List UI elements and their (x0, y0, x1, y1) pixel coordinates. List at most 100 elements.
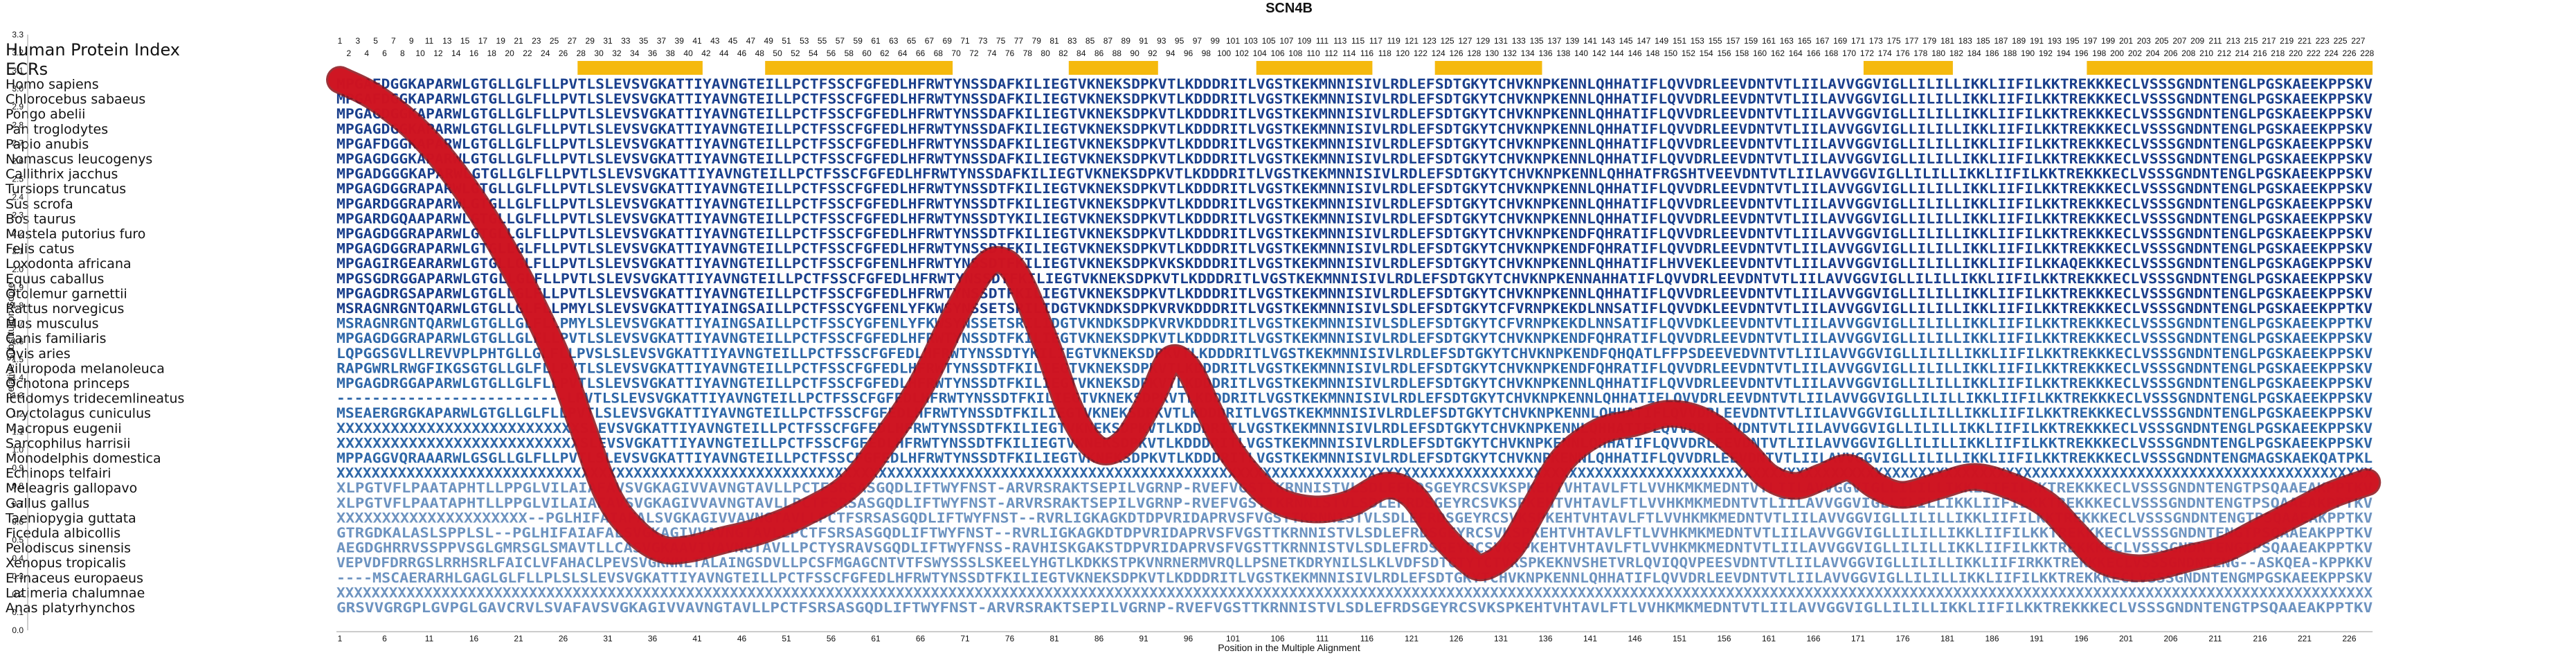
index-numbers-top: 1 3 5 7 9 11 13 15 17 19 21 23 25 27 29 31 33 35 37 39 41 43 4… (338, 36, 2366, 46)
index-number: 139 (1565, 36, 1579, 46)
index-number: 195 (2066, 36, 2080, 46)
x-tick-label: 201 (2119, 634, 2133, 643)
species-name: Taeniopygia guttata (5, 510, 136, 526)
species-name: Homo sapiens (6, 77, 99, 92)
index-number: 60 (862, 48, 872, 58)
index-number: 22 (523, 48, 532, 58)
index-number: 44 (719, 48, 729, 58)
y-tick-label: 1.1 (12, 427, 24, 436)
index-number: 75 (996, 36, 1006, 46)
species-name: Sarcophilus harrisii (6, 436, 131, 451)
index-number: 216 (2253, 48, 2267, 58)
index-number: 37 (657, 36, 667, 46)
x-tick-label: 71 (960, 634, 970, 643)
index-number: 2 (347, 48, 352, 58)
sequence-row: MPGAGDGGKAPARWLGTGLLGLFLLPVTLSLEVSVGKATT… (336, 121, 2373, 137)
sequence-row: XXXXXXXXXXXXXXXXXXXXXXXXXXXXXXXXXXXXXXXX… (336, 465, 2373, 481)
index-number: 170 (1842, 48, 1856, 58)
index-number: 35 (639, 36, 649, 46)
index-number: 58 (845, 48, 854, 58)
sequence-row: XXXXXXXXXXXXXXXXXXXXX--PGLHIFAIAFALSVGKA… (336, 510, 2373, 526)
index-number: 107 (1279, 36, 1293, 46)
index-number: 10 (415, 48, 425, 58)
index-number: 179 (1922, 36, 1936, 46)
sequence-row: MPPAGGVQRAAARWLGSGLLGLFLLPVTLSLEVSVGKATT… (336, 450, 2372, 466)
index-number: 211 (2208, 36, 2222, 46)
index-number: 104 (1253, 48, 1267, 58)
index-number: 48 (755, 48, 765, 58)
index-number: 70 (951, 48, 961, 58)
species-name: Meleagris gallopavo (6, 481, 137, 496)
y-tick-label: 2.5 (12, 174, 24, 184)
index-number: 214 (2235, 48, 2249, 58)
index-number: 188 (2003, 48, 2017, 58)
index-number: 133 (1512, 36, 1526, 46)
y-tick-label: 2.4 (12, 193, 24, 202)
index-number: 20 (505, 48, 514, 58)
index-number: 224 (2325, 48, 2339, 58)
index-number: 71 (960, 36, 970, 46)
index-number: 61 (871, 36, 881, 46)
index-number: 55 (818, 36, 827, 46)
ecr-bar (1068, 61, 1158, 75)
index-number: 207 (2172, 36, 2186, 46)
index-number: 19 (496, 36, 506, 46)
index-number: 5 (373, 36, 378, 46)
index-number: 86 (1095, 48, 1104, 58)
index-number: 112 (1324, 48, 1337, 58)
x-tick-label: 31 (603, 634, 613, 643)
index-number: 123 (1423, 36, 1436, 46)
index-number: 93 (1157, 36, 1167, 46)
index-number: 173 (1869, 36, 1883, 46)
index-number: 11 (425, 36, 434, 46)
species-name: Xenopus tropicalis (6, 555, 126, 571)
sequence-row: --------------------------LPVTLSLEVSVGKA… (336, 391, 2373, 407)
y-tick-label: 1.7 (12, 319, 24, 328)
y-tick-label: 0.0 (12, 625, 24, 635)
species-name: Anas platyrhynchos (6, 601, 135, 616)
index-number: 26 (559, 48, 568, 58)
x-tick-label: 211 (2208, 634, 2222, 643)
species-name: Echinops telfairi (6, 466, 111, 481)
index-number: 98 (1202, 48, 1212, 58)
index-number: 120 (1396, 48, 1409, 58)
x-tick-label: 51 (782, 634, 791, 643)
sequence-row: RAPGWRLRWGFIKGSGTGLLGLFLLPVTLSLEVSVGKATT… (336, 360, 2373, 376)
index-number: 106 (1270, 48, 1284, 58)
index-number: 105 (1262, 36, 1276, 46)
index-number: 110 (1307, 48, 1320, 58)
index-number: 143 (1601, 36, 1615, 46)
y-tick-label: 2.8 (12, 120, 24, 130)
species-name: Ictidomys tridecemlineatus (6, 391, 184, 407)
species-name: Canis familiaris (6, 331, 106, 346)
index-number: 100 (1217, 48, 1231, 58)
index-number: 68 (934, 48, 944, 58)
y-tick-label: 1.2 (12, 409, 24, 418)
index-number: 97 (1193, 36, 1203, 46)
ecr-bar (765, 61, 953, 75)
index-number: 99 (1211, 36, 1221, 46)
x-tick-label: 116 (1360, 634, 1373, 643)
index-number: 83 (1068, 36, 1077, 46)
chart-title: SCN4B (1266, 1, 1313, 16)
index-number: 178 (1913, 48, 1927, 58)
index-number: 12 (433, 48, 443, 58)
species-name: Ovis aries (6, 346, 71, 362)
x-tick-label: 166 (1806, 634, 1820, 643)
index-number: 38 (666, 48, 676, 58)
index-number: 39 (675, 36, 685, 46)
index-number: 32 (612, 48, 622, 58)
index-number: 9 (409, 36, 414, 46)
index-number: 46 (737, 48, 747, 58)
x-tick-label: 206 (2163, 634, 2177, 643)
index-number: 137 (1547, 36, 1561, 46)
index-number: 184 (1967, 48, 1981, 58)
x-axis-label: Position in the Multiple Alignment (1218, 642, 1360, 653)
index-number: 50 (773, 48, 782, 58)
index-number: 78 (1023, 48, 1033, 58)
y-tick-label: 0.3 (12, 571, 24, 581)
x-tick-label: 191 (2030, 634, 2044, 643)
index-number: 212 (2217, 48, 2231, 58)
sequence-row: MPGARDGGRAPARWLGTGLLGLFLLPVTLSLEVSVGKATT… (336, 196, 2373, 212)
index-number: 25 (550, 36, 559, 46)
